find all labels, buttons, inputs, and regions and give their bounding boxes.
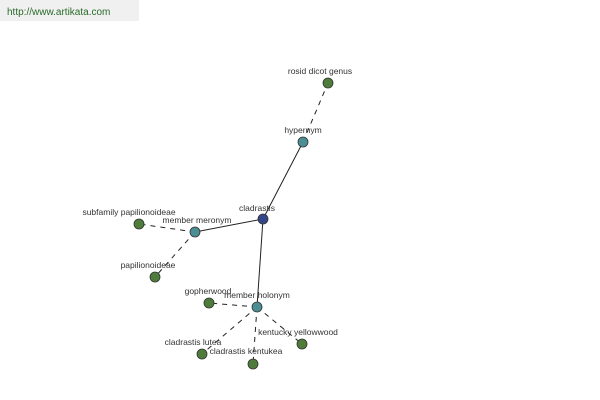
node[interactable] (189, 226, 201, 238)
node-label: rosid dicot genus (288, 66, 352, 76)
node-label: kentucky yellowwood (258, 327, 338, 337)
edge (194, 218, 264, 233)
node-label: subfamily papilionoideae (82, 207, 175, 217)
edge (208, 302, 258, 308)
node[interactable] (322, 77, 334, 89)
node-label: member holonym (224, 290, 290, 300)
edge (201, 306, 258, 355)
url[interactable]: http://www.artikata.com (7, 7, 110, 18)
node[interactable] (257, 213, 269, 225)
edge (302, 82, 329, 143)
node-label: papilionoideae (121, 260, 176, 270)
node[interactable] (296, 338, 308, 350)
node[interactable] (247, 358, 259, 370)
node[interactable] (203, 297, 215, 309)
node-label: cladrastis lutea (165, 337, 222, 347)
node[interactable] (297, 136, 309, 148)
node-label: cladrastis kentukea (210, 346, 283, 356)
node-label: member meronym (163, 215, 232, 225)
node-label: cladrastis (239, 203, 275, 213)
node[interactable] (251, 301, 263, 313)
node-label: gopherwood (185, 286, 232, 296)
node[interactable] (133, 218, 145, 230)
edge (256, 218, 264, 308)
node-label: hypernym (284, 125, 321, 135)
node[interactable] (149, 271, 161, 283)
edge (262, 141, 304, 220)
url-box (0, 0, 139, 21)
edge (154, 231, 196, 278)
node[interactable] (196, 348, 208, 360)
edge (138, 223, 196, 233)
edge (256, 306, 303, 345)
